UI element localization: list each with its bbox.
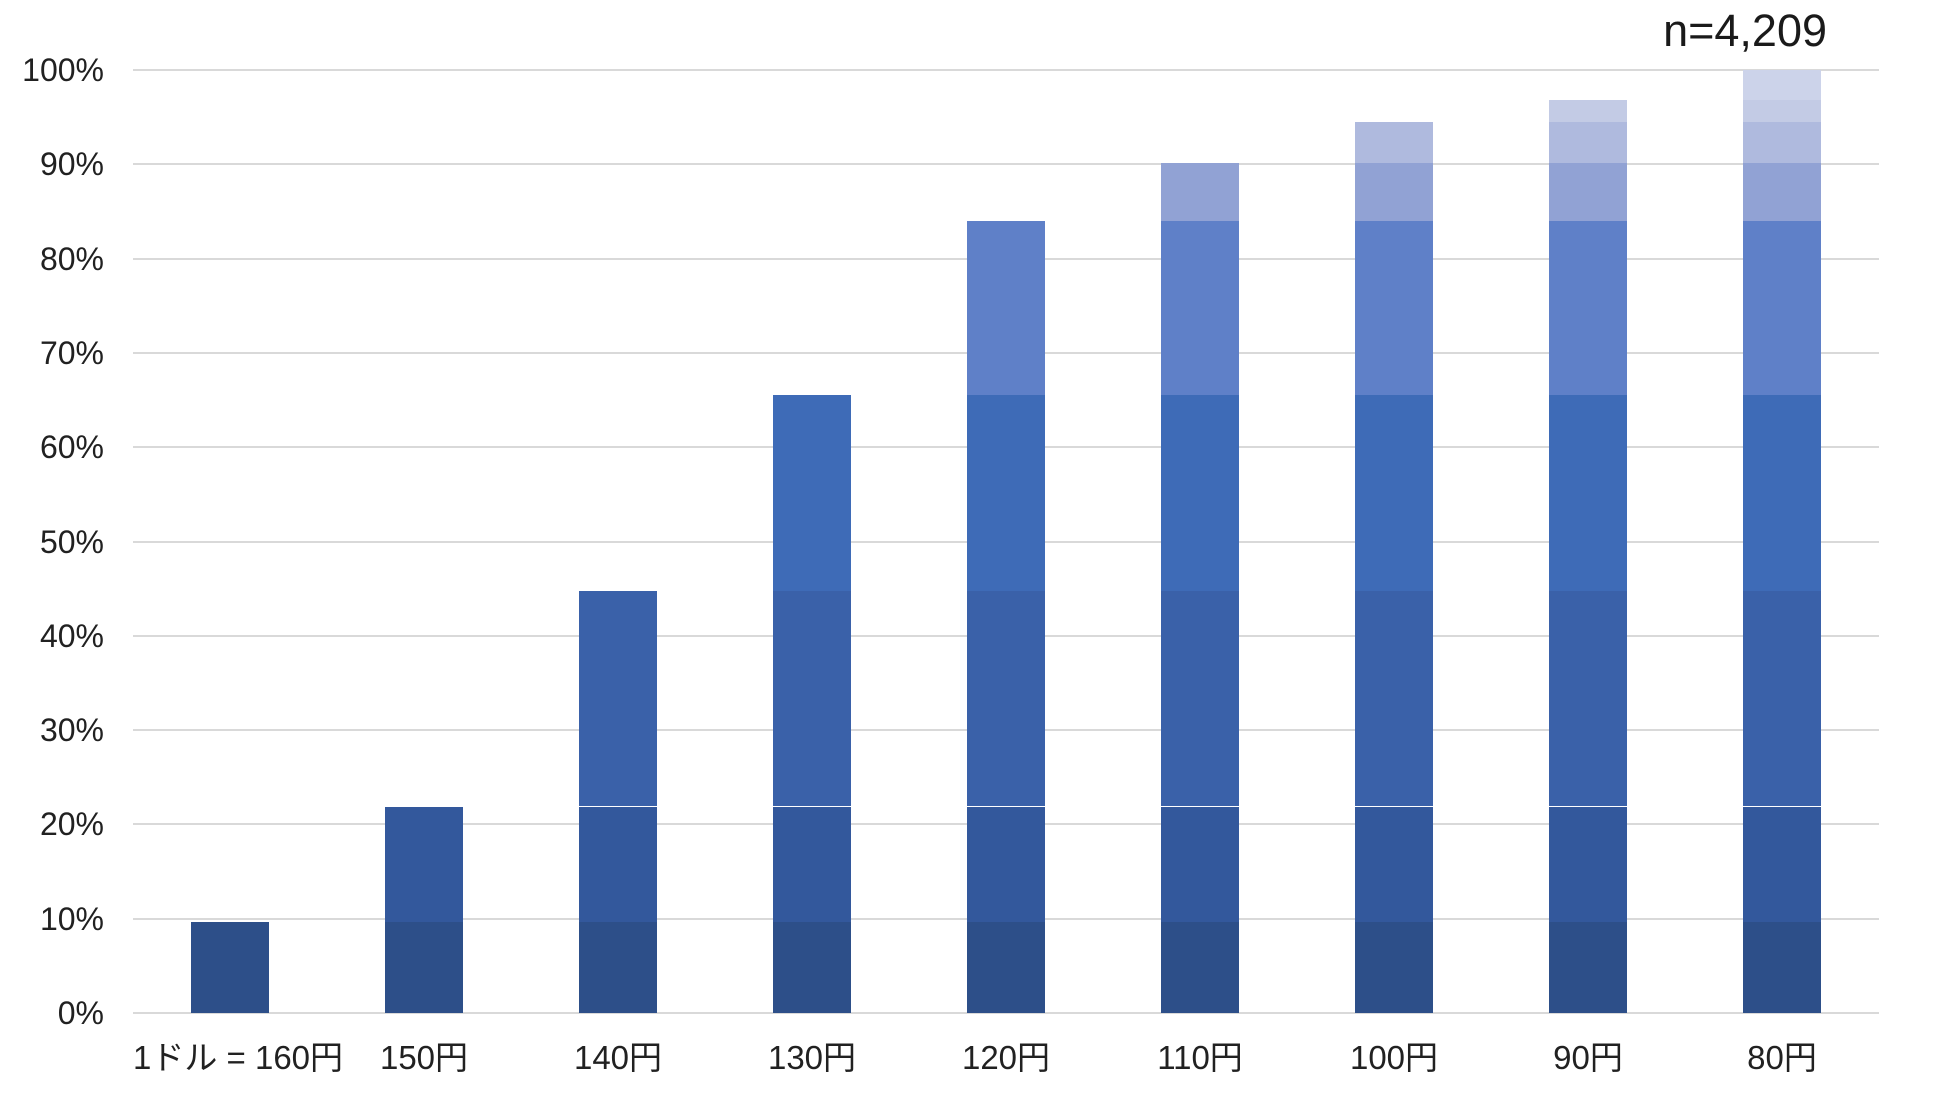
bar-segment-threshold-130 <box>1743 395 1821 591</box>
bar-segment-threshold-110 <box>1549 163 1627 221</box>
y-axis-label: 10% <box>39 900 104 937</box>
bar-segment-threshold-150 <box>1549 806 1627 922</box>
bar-segment-threshold-100 <box>1549 121 1627 164</box>
bar-segment-threshold-130 <box>1161 395 1239 591</box>
gridline-100 <box>133 69 1879 71</box>
bar-segment-threshold-160 <box>967 921 1045 1013</box>
bar-segment-threshold-150 <box>1161 806 1239 922</box>
bar-segment-threshold-150 <box>579 806 657 922</box>
bar-segment-threshold-140 <box>967 590 1045 807</box>
y-axis-label: 90% <box>39 146 104 183</box>
bar-segment-threshold-160 <box>1549 921 1627 1013</box>
bar-150円 <box>385 70 463 1013</box>
bar-segment-threshold-130 <box>967 395 1045 591</box>
gridline-90 <box>133 163 1879 166</box>
bar-segment-threshold-140 <box>1161 590 1239 807</box>
x-axis-label: 1ドル = 160円 <box>133 1039 344 1076</box>
bar-segment-threshold-120 <box>1743 220 1821 396</box>
bar-segment-threshold-90 <box>1743 100 1821 122</box>
bar-segment-threshold-150 <box>385 806 463 922</box>
bar-segment-threshold-110 <box>1743 163 1821 221</box>
bar-segment-threshold-140 <box>579 590 657 807</box>
bar-segment-threshold-130 <box>773 395 851 591</box>
bar-segment-threshold-160 <box>1355 921 1433 1013</box>
bar-segment-threshold-160 <box>579 921 657 1013</box>
x-axis-label: 110円 <box>1157 1039 1243 1076</box>
x-axis-label: 130円 <box>767 1039 857 1076</box>
bar-90円 <box>1549 70 1627 1013</box>
bar-segment-threshold-110 <box>1161 163 1239 221</box>
bar-segment-threshold-150 <box>1743 806 1821 922</box>
y-axis-label: 60% <box>39 429 104 466</box>
sample-size-annotation: n=4,209 <box>1663 5 1827 56</box>
bar-segment-threshold-120 <box>1549 220 1627 396</box>
bar-segment-threshold-90 <box>1549 100 1627 122</box>
y-axis-label: 100% <box>22 52 104 88</box>
bar-segment-threshold-120 <box>1355 220 1433 396</box>
bar-segment-threshold-140 <box>773 590 851 807</box>
x-axis-label: 90円 <box>1553 1039 1623 1076</box>
bar-100円 <box>1355 70 1433 1013</box>
bar-130円 <box>773 70 851 1013</box>
bar-segment-threshold-160 <box>773 921 851 1013</box>
bar-segment-threshold-140 <box>1355 590 1433 807</box>
bar-segment-threshold-80 <box>1743 70 1821 101</box>
bar-segment-threshold-120 <box>967 220 1045 396</box>
y-axis-label: 50% <box>39 523 104 560</box>
bar-segment-threshold-110 <box>1355 163 1433 221</box>
bar-segment-threshold-120 <box>1161 220 1239 396</box>
bar-segment-threshold-150 <box>1355 806 1433 922</box>
bar-segment-threshold-160 <box>191 921 269 1013</box>
bar-segment-threshold-150 <box>967 806 1045 922</box>
bar-140円 <box>579 70 657 1013</box>
y-axis-label: 40% <box>39 617 104 654</box>
x-axis-label: 150円 <box>379 1039 469 1076</box>
y-axis-label: 30% <box>39 712 104 749</box>
bar-segment-threshold-160 <box>1743 921 1821 1013</box>
bar-1ドル = 160円 <box>191 70 269 1013</box>
bar-segment-threshold-140 <box>1743 590 1821 807</box>
y-axis-label: 80% <box>39 240 104 277</box>
bar-segment-threshold-160 <box>385 921 463 1013</box>
bar-110円 <box>1161 70 1239 1013</box>
y-axis-label: 70% <box>39 334 104 371</box>
gridline-0 <box>133 1012 1879 1014</box>
plot-area <box>133 69 1879 1014</box>
y-axis-label: 20% <box>39 806 104 843</box>
bar-80円 <box>1743 70 1821 1013</box>
bar-segment-threshold-100 <box>1355 121 1433 164</box>
x-axis-label: 140円 <box>573 1039 663 1076</box>
bar-segment-threshold-150 <box>773 806 851 922</box>
bar-segment-threshold-130 <box>1549 395 1627 591</box>
x-axis-label: 80円 <box>1747 1039 1817 1076</box>
bar-segment-threshold-160 <box>1161 921 1239 1013</box>
bar-segment-threshold-130 <box>1355 395 1433 591</box>
x-axis-label: 100円 <box>1349 1039 1439 1076</box>
bar-segment-threshold-100 <box>1743 121 1821 164</box>
bar-120円 <box>967 70 1045 1013</box>
y-axis-label: 0% <box>57 995 104 1031</box>
x-axis-label: 120円 <box>961 1039 1051 1076</box>
bar-segment-threshold-140 <box>1549 590 1627 807</box>
